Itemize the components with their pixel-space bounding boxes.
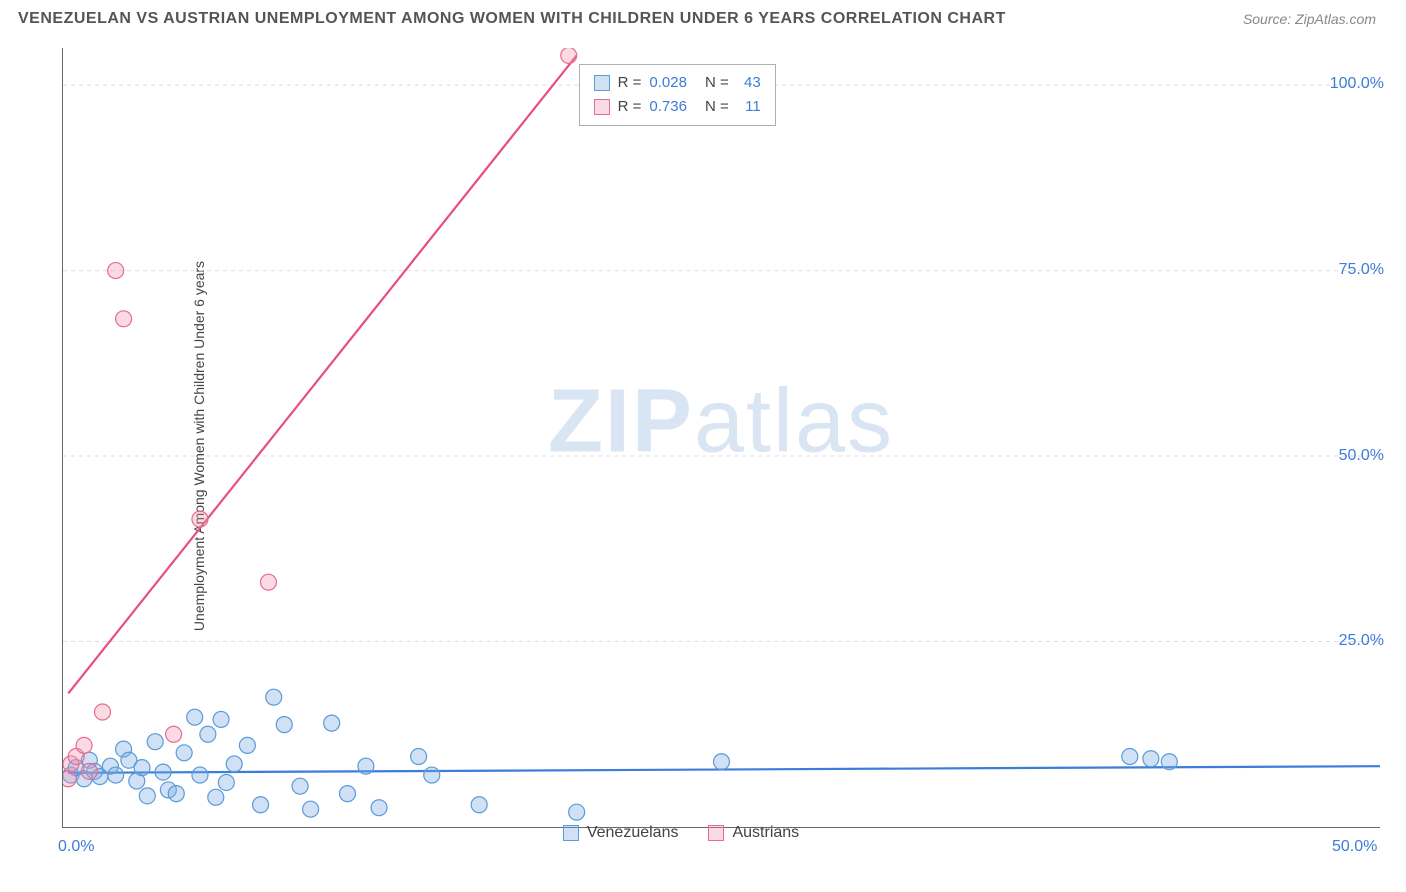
legend-n-value: 11: [737, 95, 761, 119]
data-point: [358, 758, 374, 774]
data-point: [134, 760, 150, 776]
data-point: [471, 797, 487, 813]
regression-line: [68, 55, 576, 693]
data-point: [166, 726, 182, 742]
legend-row: R = 0.028 N = 43: [594, 71, 761, 95]
data-point: [411, 749, 427, 765]
y-tick-label: 100.0%: [1330, 75, 1384, 93]
data-point: [324, 715, 340, 731]
legend-r-label: R =: [618, 95, 642, 119]
data-point: [176, 745, 192, 761]
data-point: [1122, 749, 1138, 765]
data-point: [208, 789, 224, 805]
data-point: [108, 263, 124, 279]
legend-item: Venezuelans: [563, 824, 679, 842]
y-tick-label: 75.0%: [1339, 261, 1384, 279]
y-tick-label: 25.0%: [1339, 632, 1384, 650]
legend-swatch: [563, 825, 579, 841]
data-point: [81, 763, 97, 779]
legend-label: Venezuelans: [587, 824, 679, 842]
data-point: [371, 800, 387, 816]
data-point: [192, 767, 208, 783]
legend-r-value: 0.736: [649, 95, 687, 119]
data-point: [239, 737, 255, 753]
data-point: [95, 704, 111, 720]
data-point: [714, 754, 730, 770]
data-point: [569, 804, 585, 820]
data-point: [62, 771, 76, 787]
data-point: [139, 788, 155, 804]
chart-source: Source: ZipAtlas.com: [1243, 11, 1376, 27]
data-point: [1161, 754, 1177, 770]
data-point: [253, 797, 269, 813]
data-point: [116, 311, 132, 327]
data-point: [108, 767, 124, 783]
data-point: [218, 774, 234, 790]
data-point: [187, 709, 203, 725]
data-point: [303, 801, 319, 817]
data-point: [1143, 751, 1159, 767]
data-point: [561, 48, 577, 63]
data-point: [213, 711, 229, 727]
data-point: [276, 717, 292, 733]
scatter-plot: [62, 48, 1380, 828]
data-point: [339, 786, 355, 802]
data-point: [226, 756, 242, 772]
y-tick-label: 50.0%: [1339, 447, 1384, 465]
legend-row: R = 0.736 N = 11: [594, 95, 761, 119]
legend-r-label: R =: [618, 71, 642, 95]
data-point: [155, 764, 171, 780]
correlation-legend: R = 0.028 N = 43 R = 0.736 N = 11: [579, 64, 776, 126]
legend-label: Austrians: [732, 824, 799, 842]
data-point: [260, 574, 276, 590]
chart-title: VENEZUELAN VS AUSTRIAN UNEMPLOYMENT AMON…: [18, 10, 1006, 28]
data-point: [147, 734, 163, 750]
data-point: [200, 726, 216, 742]
data-point: [424, 767, 440, 783]
legend-swatch: [708, 825, 724, 841]
legend-n-label: N =: [705, 71, 729, 95]
legend-n-value: 43: [737, 71, 761, 95]
chart-area: ZIPatlas R =0.028N =43R =0.736N =11 Vene…: [62, 48, 1380, 828]
legend-swatch: [594, 99, 610, 115]
data-point: [266, 689, 282, 705]
data-point: [192, 511, 208, 527]
x-tick-label: 50.0%: [1332, 838, 1377, 856]
data-point: [76, 737, 92, 753]
legend-r-value: 0.028: [649, 71, 687, 95]
x-tick-label: 0.0%: [58, 838, 94, 856]
legend-n-label: N =: [705, 95, 729, 119]
data-point: [292, 778, 308, 794]
series-legend: Venezuelans Austrians: [563, 824, 799, 842]
legend-swatch: [594, 75, 610, 91]
data-point: [168, 786, 184, 802]
legend-item: Austrians: [708, 824, 799, 842]
